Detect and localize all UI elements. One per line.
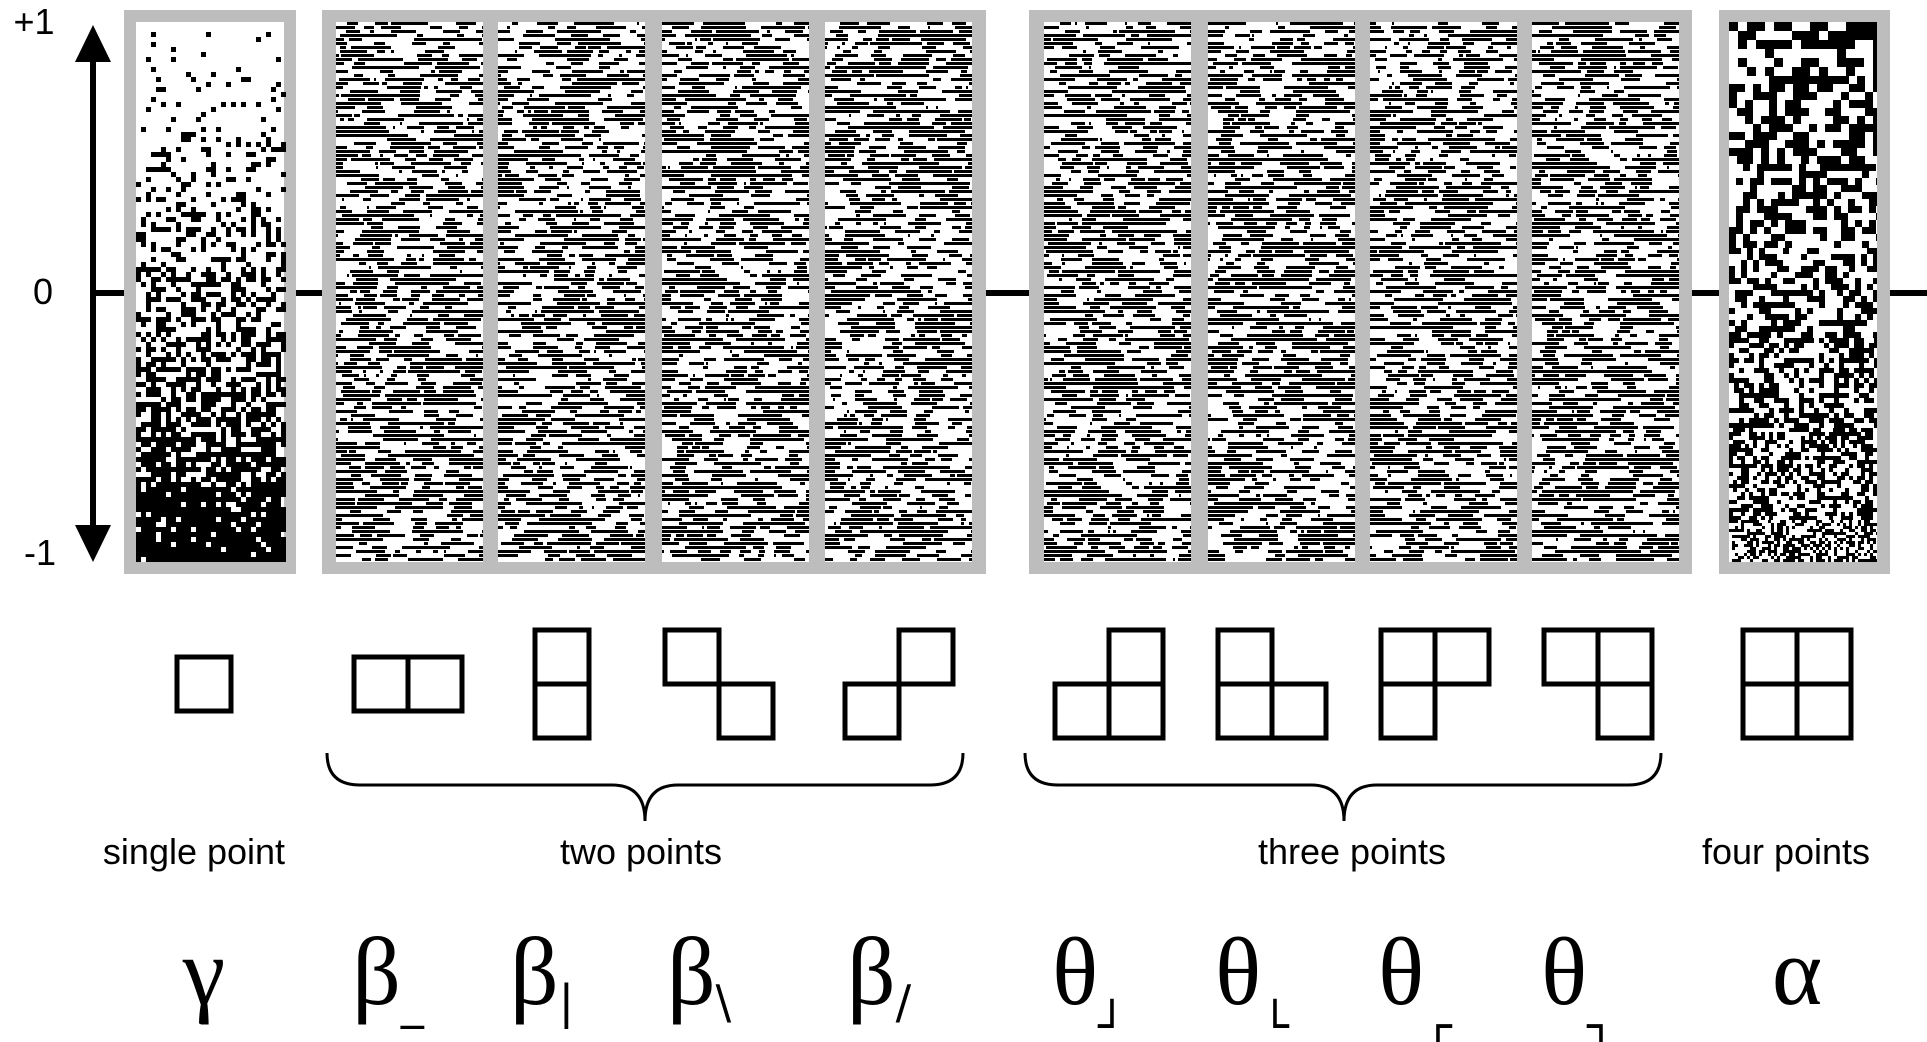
symbol-label: θ└ (1215, 918, 1290, 1042)
symbol-subscript: / (896, 975, 912, 1029)
arrow-head-bottom (75, 525, 111, 562)
glyph-cell (1052, 681, 1112, 741)
glyph-cell (1794, 681, 1854, 741)
texture (136, 32, 286, 562)
axis-zero-label: 0 (33, 271, 53, 312)
symbol-label: α (1772, 918, 1822, 1025)
glyph-cell (716, 681, 776, 741)
glyph-cell (1740, 681, 1800, 741)
symbol-label: γ (182, 918, 225, 1025)
axis-bottom-label: -1 (24, 532, 56, 573)
glyph-cell (1106, 627, 1166, 687)
glyph-cell (896, 627, 956, 687)
glyph-cell (1378, 627, 1438, 687)
glyph-cell (1740, 627, 1800, 687)
glyph-cell (405, 654, 465, 714)
symbol-base: α (1772, 918, 1822, 1025)
symbol-base: θ (1215, 918, 1261, 1025)
texture (1208, 22, 1355, 561)
symbol-subscript: └ (1261, 998, 1290, 1042)
texture (1370, 22, 1517, 561)
symbol-base: β (667, 918, 716, 1025)
glyph-cell (1541, 627, 1601, 687)
group-label: single point (103, 831, 285, 872)
symbol-label: β| (510, 918, 574, 1030)
glyph-cell (1378, 681, 1438, 741)
texture (1532, 22, 1679, 561)
texture (1729, 22, 1877, 562)
symbol-base: θ (1378, 918, 1424, 1025)
symbol-subscript: \ (716, 975, 732, 1029)
symbol-subscript: ┘ (1097, 998, 1126, 1042)
texture (825, 22, 972, 561)
symbol-label: θ┘ (1052, 918, 1126, 1042)
symbol-label: θ┐ (1541, 918, 1615, 1042)
symbol-base: β (510, 918, 559, 1025)
symbol-base: β (352, 918, 401, 1025)
symbol-base: θ (1541, 918, 1587, 1025)
symbol-subscript: | (559, 975, 575, 1030)
texture (498, 22, 645, 561)
symbol-base: β (847, 918, 896, 1025)
texture (1044, 22, 1191, 561)
symbol-subscript: ┌ (1424, 999, 1453, 1042)
symbol-base: γ (182, 918, 225, 1025)
brace (1023, 752, 1663, 822)
group-label: three points (1258, 831, 1446, 872)
glyph-cell (662, 627, 722, 687)
glyph-cell (532, 627, 592, 687)
texture (336, 22, 483, 561)
symbol-label: β/ (847, 918, 912, 1029)
symbol-subscript: _ (400, 975, 425, 1029)
symbol-label: θ┌ (1378, 918, 1453, 1042)
glyph-cell (1215, 681, 1275, 741)
glyph-cell (1595, 681, 1655, 741)
glyph-cell (351, 654, 411, 714)
arrow-head-top (75, 25, 111, 62)
glyph-cell (1432, 627, 1492, 687)
glyph-cell (174, 654, 234, 714)
glyph-cell (1269, 681, 1329, 741)
glyph-cell (1215, 627, 1275, 687)
symbol-label: β_ (352, 918, 425, 1029)
group-label: two points (560, 831, 722, 872)
brace (325, 752, 965, 822)
glyph-cell (1106, 681, 1166, 741)
group-label: four points (1702, 831, 1870, 872)
glyph-cell (532, 681, 592, 741)
glyph-cell (842, 681, 902, 741)
symbol-base: θ (1052, 918, 1098, 1025)
texture (662, 22, 809, 561)
symbol-subscript: ┐ (1586, 999, 1615, 1042)
axis-top-label: +1 (13, 1, 54, 42)
glyph-cell (1595, 627, 1655, 687)
symbol-label: β\ (667, 918, 732, 1029)
glyph-cell (1794, 627, 1854, 687)
